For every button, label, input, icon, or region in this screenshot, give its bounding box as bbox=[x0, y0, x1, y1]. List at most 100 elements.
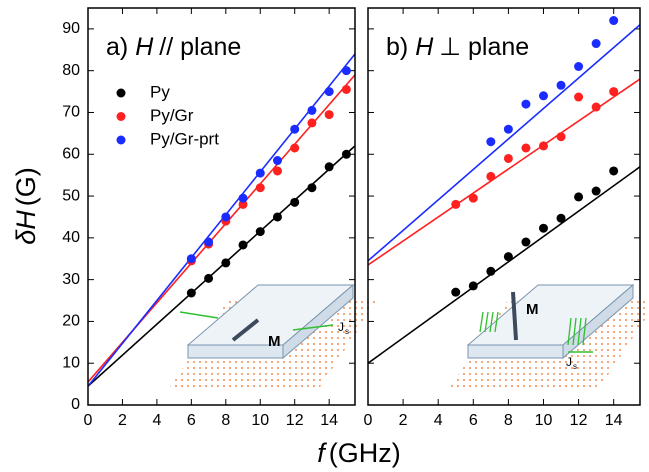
slab-front bbox=[467, 344, 564, 359]
data-point bbox=[221, 212, 231, 222]
title-text: ⊥ plane bbox=[439, 33, 529, 61]
spin-current-arrow bbox=[179, 311, 219, 319]
inset-label: M bbox=[526, 301, 539, 318]
data-point bbox=[307, 183, 317, 193]
data-point bbox=[324, 87, 334, 97]
title-text: // plane bbox=[159, 33, 241, 61]
x-tick-label: 12 bbox=[286, 412, 304, 429]
x-tick-label: 0 bbox=[84, 412, 93, 429]
data-point bbox=[186, 288, 196, 298]
spin-current-arrow bbox=[567, 317, 572, 346]
spin-current-arrow bbox=[494, 311, 499, 333]
panel-title: b) H ⊥ plane bbox=[386, 33, 529, 61]
y-tick-label: 10 bbox=[62, 354, 80, 371]
legend-label: Py bbox=[150, 82, 170, 101]
slab-side bbox=[282, 283, 354, 360]
data-point bbox=[238, 199, 248, 209]
inset-label: s bbox=[573, 362, 577, 371]
fit-line bbox=[368, 24, 640, 262]
legend-marker bbox=[116, 88, 126, 98]
spin-current-arrow bbox=[292, 324, 334, 331]
y-tick-label: 50 bbox=[62, 187, 80, 204]
spin-current-arrow bbox=[582, 317, 587, 346]
inset-label: J bbox=[566, 355, 572, 369]
y-tick-label: 60 bbox=[62, 145, 80, 162]
data-point bbox=[503, 252, 513, 262]
data-point bbox=[272, 166, 282, 176]
y-tick-label: 30 bbox=[62, 271, 80, 288]
data-point bbox=[204, 237, 214, 247]
fit-line bbox=[368, 166, 640, 364]
spin-current-arrow bbox=[489, 311, 494, 333]
spin-current-arrow bbox=[577, 317, 582, 346]
magnetization-arrow bbox=[511, 291, 518, 341]
data-point bbox=[609, 16, 619, 26]
legend-label: Py/Gr bbox=[150, 106, 194, 125]
data-point bbox=[486, 171, 496, 181]
y-label-symbol: δH bbox=[11, 210, 41, 245]
data-point bbox=[341, 84, 351, 94]
data-point bbox=[307, 118, 317, 128]
x-label-unit: (GHz) bbox=[329, 438, 401, 468]
x-tick-label: 4 bbox=[434, 412, 443, 429]
y-tick-label: 20 bbox=[62, 313, 80, 330]
x-tick-label: 2 bbox=[118, 412, 127, 429]
data-point bbox=[324, 110, 334, 120]
data-point bbox=[591, 102, 601, 112]
data-point bbox=[591, 39, 601, 49]
inset-label: J bbox=[338, 320, 344, 334]
data-point bbox=[486, 137, 496, 147]
data-point bbox=[204, 273, 214, 283]
y-label-unit: (G) bbox=[11, 167, 41, 206]
data-point bbox=[290, 124, 300, 134]
legend-marker bbox=[116, 135, 126, 145]
x-tick-label: 14 bbox=[320, 412, 338, 429]
data-point bbox=[486, 266, 496, 276]
x-tick-label: 8 bbox=[504, 412, 513, 429]
data-point bbox=[341, 149, 351, 159]
legend-label: Py/Gr-prt bbox=[150, 129, 219, 148]
data-point bbox=[451, 199, 461, 209]
data-point bbox=[521, 237, 531, 247]
x-tick-label: 10 bbox=[251, 412, 269, 429]
y-tick-label: 90 bbox=[62, 20, 80, 37]
data-point bbox=[574, 62, 584, 72]
data-point bbox=[591, 186, 601, 196]
slab-side bbox=[562, 283, 634, 360]
x-tick-label: 6 bbox=[469, 412, 478, 429]
data-point bbox=[503, 153, 513, 163]
legend-marker bbox=[116, 112, 126, 121]
data-point bbox=[556, 132, 566, 142]
title-symbol: H bbox=[415, 33, 434, 61]
data-point bbox=[574, 192, 584, 202]
data-point bbox=[255, 227, 265, 237]
inset-diagram: M J s bbox=[168, 283, 378, 390]
x-tick-label: 10 bbox=[535, 412, 553, 429]
inset-diagram: M J s bbox=[448, 283, 649, 390]
x-tick-label: 12 bbox=[570, 412, 588, 429]
y-axis-label: δH (G) bbox=[11, 167, 41, 245]
data-point bbox=[468, 281, 478, 291]
spin-current-arrow bbox=[479, 311, 484, 333]
plot-frame bbox=[367, 7, 641, 406]
x-tick-label: 14 bbox=[605, 412, 623, 429]
data-point bbox=[574, 92, 584, 102]
data-point bbox=[324, 162, 334, 172]
data-point bbox=[503, 124, 513, 134]
x-tick-label: 8 bbox=[221, 412, 230, 429]
y-tick-label: 0 bbox=[71, 396, 80, 413]
y-tick-label: 70 bbox=[62, 104, 80, 121]
data-point bbox=[538, 223, 548, 233]
y-tick-label: 80 bbox=[62, 62, 80, 79]
panel-title: a) H// plane bbox=[106, 33, 241, 61]
inset-label: s bbox=[345, 327, 349, 336]
panel-label: a) bbox=[106, 33, 128, 61]
data-point bbox=[538, 91, 548, 101]
data-point bbox=[451, 287, 461, 297]
plot-frame bbox=[87, 7, 356, 406]
data-point bbox=[341, 66, 351, 76]
x-tick-label: 6 bbox=[187, 412, 196, 429]
x-tick-label: 0 bbox=[364, 412, 373, 429]
y-tick-label: 40 bbox=[62, 229, 80, 246]
